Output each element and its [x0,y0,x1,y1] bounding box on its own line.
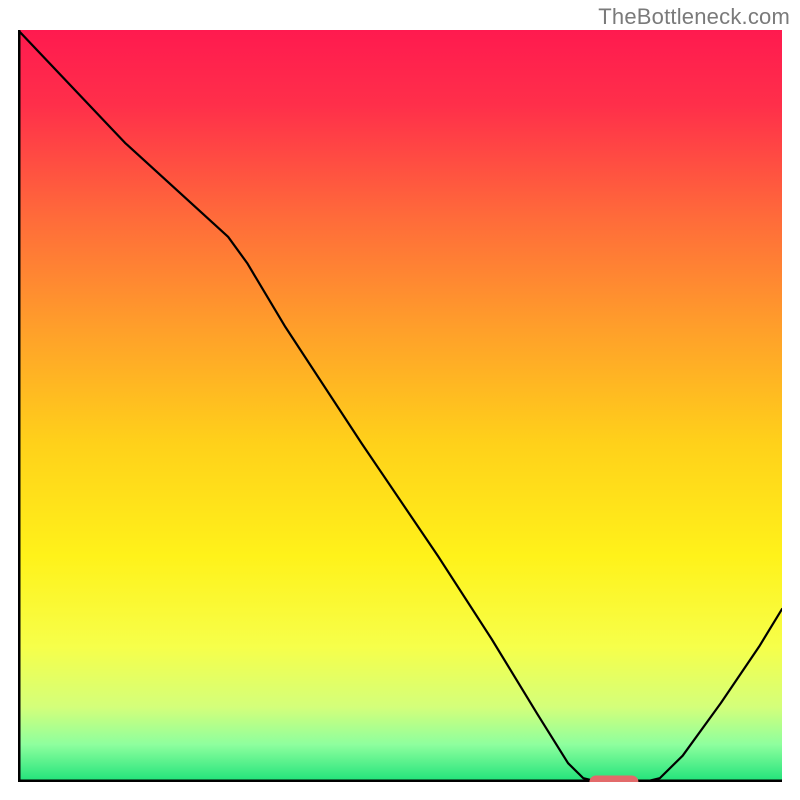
watermark-text: TheBottleneck.com [598,4,790,30]
bottleneck-chart [18,30,782,782]
optimal-range-marker [590,776,638,782]
chart-svg [18,30,782,782]
gradient-background [18,30,782,782]
